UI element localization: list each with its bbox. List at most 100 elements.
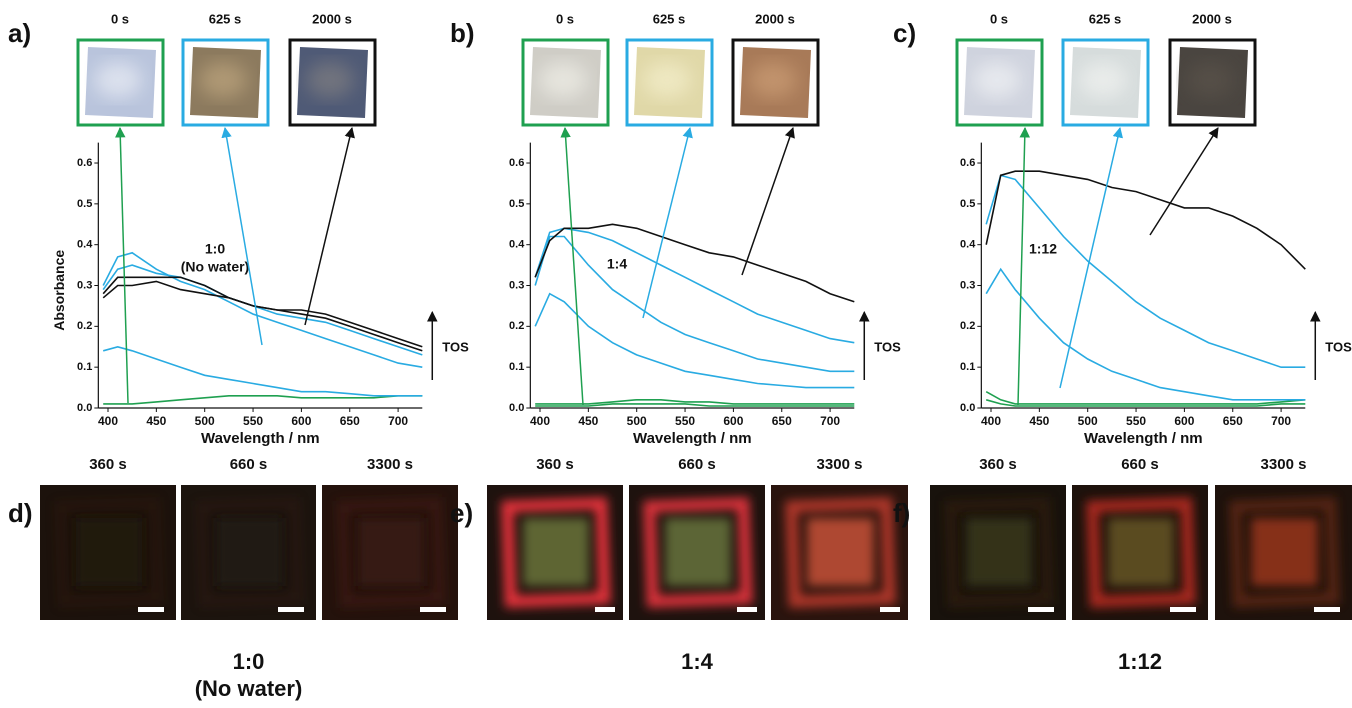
tos-label: TOS	[874, 339, 901, 354]
crystal-frame	[785, 497, 896, 608]
crystal-core	[76, 518, 142, 586]
time-label: 360 s	[89, 456, 127, 473]
spectrum-line	[535, 399, 855, 405]
scale-bar	[880, 607, 900, 612]
y-tick-label: 0.5	[77, 198, 92, 210]
inset-shade	[539, 62, 587, 98]
crystal-frame	[195, 497, 304, 608]
time-label: 3300 s	[1261, 456, 1307, 473]
inset-shade	[94, 62, 142, 98]
crystal-frame	[643, 497, 753, 608]
inset-label: 2000 s	[755, 11, 795, 26]
inset-shade	[306, 62, 354, 98]
x-tick-label: 700	[388, 414, 408, 428]
time-label: 3300 s	[367, 456, 413, 473]
chart: b) 0 s 625 s 2000 s 0.0 0.1 0.2 0.3 0.4 0.5 0.6 400…	[450, 11, 901, 447]
ratio-caption: 1:0	[233, 649, 265, 674]
crystal-frame	[1229, 497, 1340, 608]
crystal-core	[523, 518, 589, 586]
spectrum-line	[535, 403, 855, 407]
x-axis-label: Wavelength / nm	[1084, 430, 1203, 447]
inset-label: 0 s	[990, 11, 1008, 26]
crystal-core	[358, 518, 424, 586]
spectrum-line	[985, 391, 1306, 405]
x-tick-label: 600	[1174, 414, 1194, 428]
spectrum-line	[534, 227, 855, 344]
pointer-arrow	[642, 126, 693, 319]
ratio-caption: 1:12	[1118, 649, 1162, 674]
pointer-arrow	[1017, 126, 1031, 406]
inset-shade	[1186, 62, 1234, 98]
x-tick-label: 550	[1126, 414, 1146, 428]
inset-shade	[199, 62, 247, 98]
time-label: 660 s	[678, 456, 716, 473]
crystal-core	[217, 518, 282, 586]
y-tick-label: 0.3	[509, 279, 524, 291]
x-tick-label: 450	[578, 414, 598, 428]
ratio-caption: (No water)	[195, 676, 303, 701]
inset-label: 625 s	[653, 11, 686, 26]
inset-label: 625 s	[1089, 11, 1122, 26]
inset-shade	[749, 62, 797, 98]
chart: c) 0 s 625 s 2000 s 0.0 0.1 0.2 0.3 0.4 0.5 0.6 400…	[893, 11, 1352, 447]
inset-shade	[973, 62, 1021, 98]
panel-label: e)	[450, 498, 473, 528]
crystal-core	[1108, 518, 1174, 586]
scale-bar	[595, 607, 615, 612]
y-tick-label: 0.1	[960, 361, 975, 373]
x-tick-label: 600	[723, 414, 743, 428]
pointer-arrow	[221, 126, 263, 346]
spectrum-line	[102, 264, 423, 356]
x-tick-label: 450	[146, 414, 166, 428]
spectrum-line	[534, 235, 855, 373]
pointer-arrow	[1059, 126, 1123, 389]
x-tick-label: 550	[675, 414, 695, 428]
scale-bar	[278, 607, 304, 612]
x-tick-label: 400	[981, 414, 1001, 428]
y-tick-label: 0.1	[77, 361, 92, 373]
ratio-annotation: 1:0	[205, 241, 225, 257]
time-label: 360 s	[536, 456, 574, 473]
spectrum-line	[985, 267, 1306, 401]
x-tick-label: 400	[98, 414, 118, 428]
scale-bar	[420, 607, 446, 612]
scale-bar	[1028, 607, 1054, 612]
inset-shade	[1079, 62, 1127, 98]
pointer-arrow	[304, 126, 355, 326]
y-tick-label: 0.2	[509, 320, 524, 332]
y-tick-label: 0.3	[960, 279, 975, 291]
y-tick-label: 0.6	[960, 157, 975, 169]
image-panel: f) 360 s 660 s 3300 s 1:12	[893, 456, 1352, 674]
y-tick-label: 0.0	[509, 402, 524, 414]
ratio-caption: 1:4	[681, 649, 714, 674]
inset-label: 2000 s	[312, 11, 352, 26]
scale-bar	[1314, 607, 1340, 612]
pointer-arrow	[560, 126, 584, 406]
image-panel: d) 360 s 660 s 3300 s 1:0(No water)	[8, 456, 458, 701]
scale-bar	[737, 607, 757, 612]
panel-label: b)	[450, 18, 475, 48]
y-tick-label: 0.6	[77, 157, 92, 169]
y-tick-label: 0.5	[960, 198, 975, 210]
spectrum-line	[534, 292, 855, 389]
y-tick-label: 0.3	[77, 279, 92, 291]
y-tick-label: 0.2	[77, 320, 92, 332]
crystal-core	[665, 518, 731, 586]
y-tick-label: 0.0	[77, 402, 92, 414]
inset-label: 0 s	[111, 11, 129, 26]
ratio-annotation: 1:12	[1029, 241, 1057, 257]
x-tick-label: 700	[820, 414, 840, 428]
spectrum-line	[534, 223, 855, 303]
spectrum-line	[985, 174, 1306, 368]
x-tick-label: 650	[340, 414, 360, 428]
x-tick-label: 550	[243, 414, 263, 428]
y-tick-label: 0.4	[77, 239, 93, 251]
ratio-annotation: 1:4	[607, 256, 627, 272]
crystal-frame	[944, 497, 1054, 608]
y-tick-label: 0.2	[960, 320, 975, 332]
y-tick-label: 0.6	[509, 157, 524, 169]
ratio-annotation: (No water)	[181, 259, 249, 275]
panel-label: a)	[8, 18, 31, 48]
inset-label: 2000 s	[1192, 11, 1232, 26]
